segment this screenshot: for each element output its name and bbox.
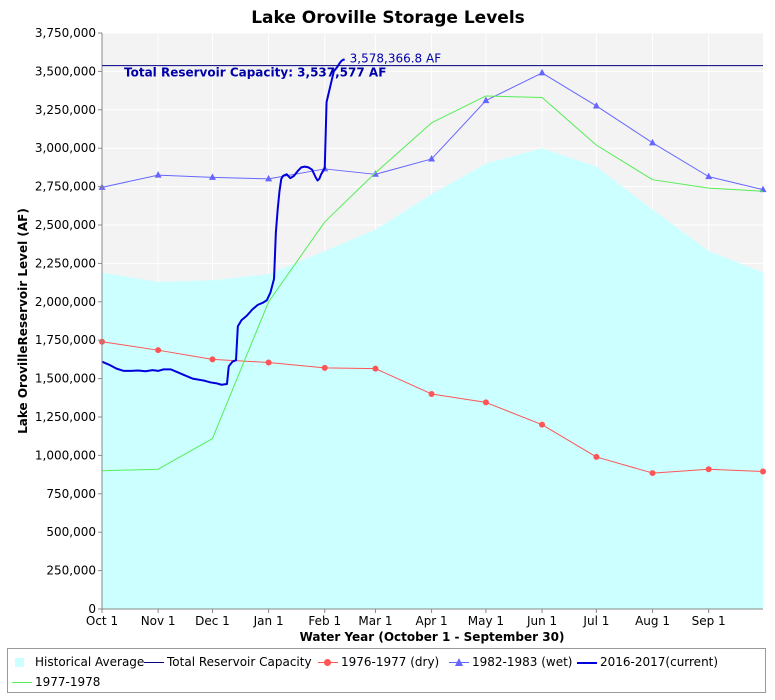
dry-year-point [593, 453, 600, 460]
capacity-line-group: Total Reservoir Capacity: 3,537,577 AF3,… [102, 51, 763, 80]
legend-item-1982-1983: 1982-1983 (wet) [449, 654, 573, 670]
y-tick-label: 2,000,000 [35, 295, 96, 309]
x-tick-label: Feb 1 [308, 614, 341, 628]
x-tick-label: Nov 1 [141, 614, 176, 628]
current-level-annotation: 3,578,366.8 AF [350, 51, 442, 65]
wet-year-point [482, 96, 490, 104]
y-axis-label: Lake OrovilleReservoir Level (AF) [16, 208, 30, 434]
wet-year-point [759, 185, 767, 193]
legend-label: 1976-1977 (dry) [341, 655, 440, 669]
legend-triangle-icon [449, 657, 469, 669]
x-tick-label: May 1 [468, 614, 504, 628]
legend-square-icon [12, 657, 32, 669]
x-axis-label: Water Year (October 1 - September 30) [300, 630, 565, 644]
dry-year-point [649, 470, 656, 477]
legend-label: 1982-1983 (wet) [472, 655, 573, 669]
y-tick-label: 250,000 [46, 564, 96, 578]
y-tick-label: 750,000 [46, 487, 96, 501]
legend-item-2016-2017: 2016-2017(current) [577, 654, 718, 670]
y-tick-label: 3,250,000 [35, 103, 96, 117]
wet-year-point [538, 68, 546, 76]
y-tick-label: 1,500,000 [35, 372, 96, 386]
legend-thick-line-icon [577, 657, 597, 669]
x-tick-label: Sep 1 [692, 614, 726, 628]
x-tick-label: Apr 1 [415, 614, 447, 628]
dry-year-point [539, 421, 546, 428]
y-tick-label: 1,000,000 [35, 448, 96, 462]
dry-year-point [209, 356, 216, 363]
y-tick-label: 3,500,000 [35, 64, 96, 78]
wet-year-point [705, 172, 713, 180]
wet-year-point [428, 154, 436, 162]
x-tick-label: Oct 1 [86, 614, 118, 628]
wet-year-point [208, 173, 216, 180]
legend-dot-icon [318, 657, 338, 669]
y-tick-label: 2,500,000 [35, 218, 96, 232]
wet-year-point [154, 171, 162, 178]
storage-chart: Lake Oroville Storage Levels 0 250,000 500… [16, 8, 767, 644]
wet-year-point [265, 174, 273, 182]
dry-year-point [321, 364, 328, 371]
wet-year-point [649, 138, 657, 146]
x-tick-label: Dec 1 [195, 614, 230, 628]
legend-item-capacity: Total Reservoir Capacity [144, 654, 312, 670]
dry-year-point [705, 466, 712, 473]
y-tick-label: 2,750,000 [35, 180, 96, 194]
x-tick-label: Jul 1 [582, 614, 609, 628]
x-tick-label: Mar 1 [358, 614, 392, 628]
series-lines [98, 58, 767, 477]
x-tick-label: Jan 1 [253, 614, 284, 628]
legend-line-icon [12, 677, 32, 689]
legend-label: 1977-1978 [35, 675, 101, 689]
chart-legend: Historical Average Total Reservoir Capac… [7, 648, 766, 693]
legend-label: Total Reservoir Capacity [167, 655, 312, 669]
y-tick-label: 3,750,000 [35, 26, 96, 40]
legend-label: 2016-2017(current) [600, 655, 719, 669]
axis-ticks: 0 250,000 500,000 750,000 1,000,000 1,250,000… [35, 26, 726, 628]
y-tick-label: 2,250,000 [35, 256, 96, 270]
series-line-1977-1978 [101, 95, 764, 472]
historical-average-area [102, 148, 763, 609]
chart-title: Lake Oroville Storage Levels [251, 8, 525, 28]
total-capacity-label: Total Reservoir Capacity: 3,537,577 AF [124, 66, 386, 80]
x-tick-label: Aug 1 [635, 614, 670, 628]
dry-year-point [372, 365, 379, 372]
dry-year-point [428, 390, 435, 397]
legend-item-1976-1977: 1976-1977 (dry) [318, 654, 439, 670]
wet-year-point [371, 170, 379, 177]
y-tick-label: 3,000,000 [35, 141, 96, 155]
dry-year-point [482, 399, 489, 406]
historical-average-area-fill [102, 148, 763, 609]
series-line-2016-2017-current [101, 58, 345, 386]
y-tick-label: 1,750,000 [35, 333, 96, 347]
legend-line-icon [144, 657, 164, 669]
legend-item-1977-1978: 1977-1978 [12, 674, 100, 690]
y-tick-label: 500,000 [46, 525, 96, 539]
legend-label: Historical Average [35, 655, 145, 669]
dry-year-point [265, 359, 272, 366]
legend-item-historical-average: Historical Average [12, 654, 144, 670]
y-tick-label: 0 [88, 602, 96, 616]
y-tick-label: 1,250,000 [35, 410, 96, 424]
dry-year-point [155, 347, 162, 354]
wet-year-point [592, 101, 600, 109]
dry-year-point [760, 468, 766, 475]
x-tick-label: Jun 1 [526, 614, 557, 628]
